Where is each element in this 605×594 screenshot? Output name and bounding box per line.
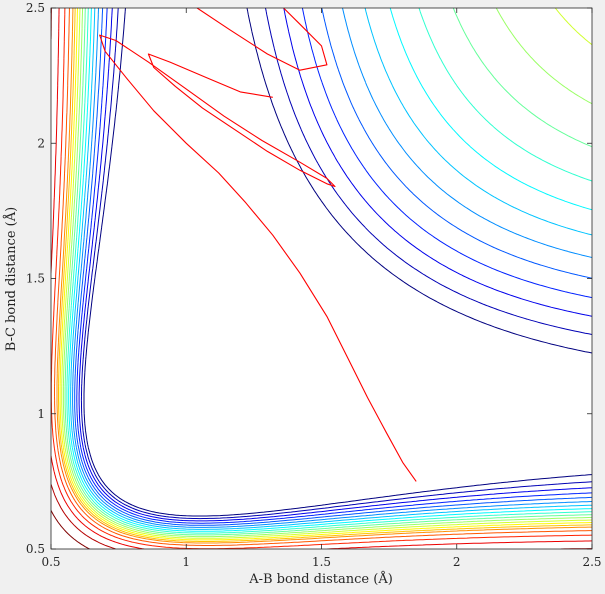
y-tick-label: 0.5	[26, 542, 45, 556]
x-tick-label: 0.5	[41, 555, 60, 569]
trajectory-upper-segment	[196, 8, 328, 71]
contour-level-9	[66, 8, 592, 534]
reactive-trajectory	[99, 34, 417, 482]
contour-level-10	[64, 8, 592, 536]
x-axis-label: A-B bond distance (Å)	[248, 571, 393, 587]
contour-level-6	[72, 8, 592, 528]
contour-level-4	[76, 8, 592, 524]
contour-level-15	[56, 8, 592, 544]
x-tick-label: 1.5	[312, 555, 331, 569]
x-tick-label: 2	[453, 555, 461, 569]
contour-level-5	[74, 8, 592, 526]
contour-level-11	[62, 8, 592, 538]
y-tick-label: 2.5	[26, 1, 45, 15]
contour-lines	[51, 8, 592, 549]
y-tick-label: 2	[37, 136, 45, 150]
x-axis-ticks: 0.5 1 1.5 2 2.5	[41, 8, 602, 569]
contour-level-17	[51, 8, 592, 549]
contour-level-3	[78, 8, 592, 522]
contour-level-18	[51, 8, 592, 549]
contour-level-12	[61, 8, 592, 539]
contour-level-13	[59, 8, 592, 541]
x-tick-label: 1	[182, 555, 190, 569]
y-tick-label: 1.5	[26, 272, 45, 286]
contour-level-14	[58, 8, 592, 542]
trajectory-layer	[99, 8, 417, 482]
contour-level-16	[54, 8, 592, 546]
x-tick-label: 2.5	[582, 555, 601, 569]
contour-level-8	[68, 8, 592, 532]
plot-area	[51, 8, 592, 549]
y-axis-label: B-C bond distance (Å)	[3, 207, 19, 351]
contour-level-7	[70, 8, 592, 530]
contour-level-2	[80, 8, 592, 520]
y-tick-label: 1	[37, 407, 45, 421]
y-axis-ticks: 0.5 1 1.5 2 2.5	[26, 1, 592, 556]
